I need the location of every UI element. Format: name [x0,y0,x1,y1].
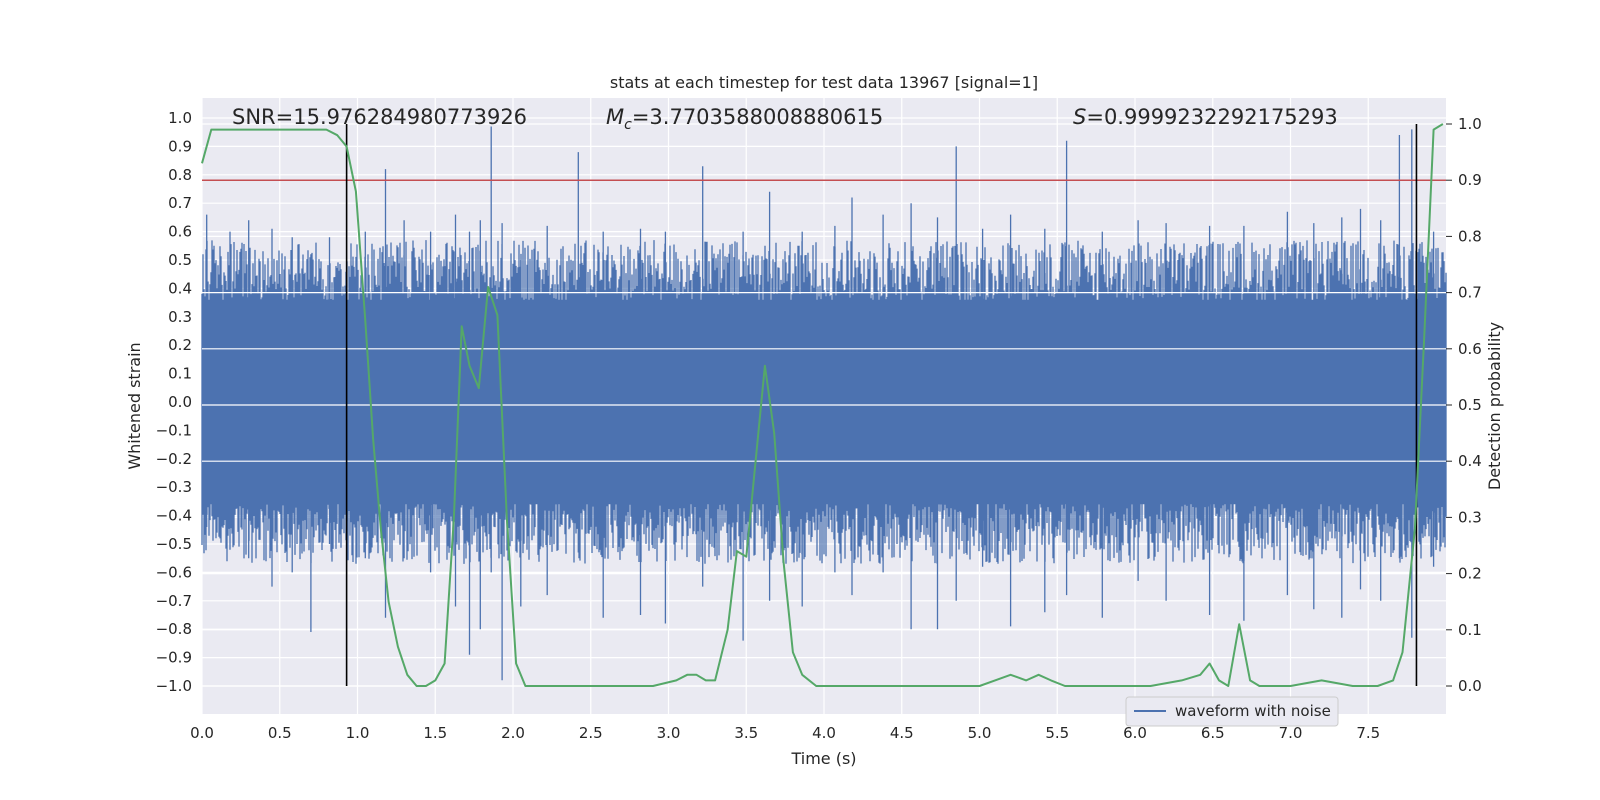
y2-tick-label: 0.0 [1458,677,1482,695]
s-value: =0.9999232292175293 [1086,105,1337,129]
score-annotation: S=0.9999232292175293 [1073,105,1338,129]
y-tick-label: 0.7 [168,194,192,212]
legend-label: waveform with noise [1175,702,1331,720]
y2-tick-label: 0.8 [1458,227,1482,245]
y-tick-label: 0.4 [168,279,192,297]
x-tick-label: 6.0 [1123,724,1147,742]
y-tick-label: 0.5 [168,251,192,269]
x-tick-label: 5.5 [1045,724,1069,742]
x-tick-label: 7.0 [1279,724,1303,742]
x-tick-label: 0.5 [268,724,292,742]
y-tick-label: −0.8 [156,620,192,638]
x-tick-label: 6.5 [1201,724,1225,742]
y-tick-label: 0.3 [168,308,192,326]
y-tick-label: 0.8 [168,166,192,184]
y-tick-label: −0.4 [156,507,192,525]
y-tick-label: −0.7 [156,592,192,610]
ticks: 0.0 0.5 1.0 1.5 2.0 2.5 3.0 3.5 4.0 4.5 5.0 5.5 6.0 6… [156,109,1482,742]
mc-symbol: M [606,105,624,129]
y-tick-label: 0.0 [168,393,192,411]
x-tick-label: 5.0 [968,724,992,742]
waveform-line [201,126,1447,681]
x-axis-label: Time (s) [790,749,856,768]
y2-tick-label: 0.7 [1458,284,1482,302]
y-tick-label: −0.6 [156,563,192,581]
snr-annotation: SNR=15.976284980773926 [232,105,527,129]
x-tick-label: 4.5 [890,724,914,742]
y2-tick-label: 0.4 [1458,452,1482,470]
mc-value: =3.7703588008880615 [632,105,883,129]
x-tick-label: 7.5 [1356,724,1380,742]
x-tick-label: 2.5 [579,724,603,742]
y2-tick-label: 0.6 [1458,340,1482,358]
x-tick-label: 1.0 [346,724,370,742]
legend: waveform with noise [1125,696,1339,727]
y2-tick-label: 0.1 [1458,621,1482,639]
y-tick-label: −0.9 [156,649,192,667]
y2-tick-label: 0.5 [1458,396,1482,414]
y-tick-label: 0.6 [168,223,192,241]
y-tick-label: 1.0 [168,109,192,127]
overlay [201,123,1446,687]
y-tick-label: −1.0 [156,677,192,695]
x-tick-label: 0.0 [190,724,214,742]
x-tick-label: 3.0 [657,724,681,742]
mc-subscript: c [624,117,632,133]
y-tick-label: −0.3 [156,478,192,496]
y-axis-label: Whitened strain [125,342,144,469]
y-tick-label: 0.9 [168,137,192,155]
y-tick-label: −0.5 [156,535,192,553]
x-tick-label: 2.0 [501,724,525,742]
waveform-series [201,126,1447,681]
y-tick-label: 0.2 [168,336,192,354]
legend-box [1125,696,1339,727]
y-tick-label: −0.1 [156,421,192,439]
y2-axis-label: Detection probability [1485,322,1504,490]
y2-tick-label: 0.9 [1458,171,1482,189]
x-tick-label: 4.0 [812,724,836,742]
y2-tick-label: 0.2 [1458,565,1482,583]
y2-tick-label: 1.0 [1458,115,1482,133]
y-tick-label: 0.1 [168,365,192,383]
chart-title: stats at each timestep for test data 139… [610,73,1038,92]
y-tick-label: −0.2 [156,450,192,468]
x-tick-label: 3.5 [734,724,758,742]
x-tick-label: 1.5 [423,724,447,742]
y2-tick-label: 0.3 [1458,508,1482,526]
probability-line [201,123,1444,687]
chirp-mass-annotation: Mc=3.7703588008880615 [606,105,883,133]
s-symbol: S [1073,105,1086,129]
